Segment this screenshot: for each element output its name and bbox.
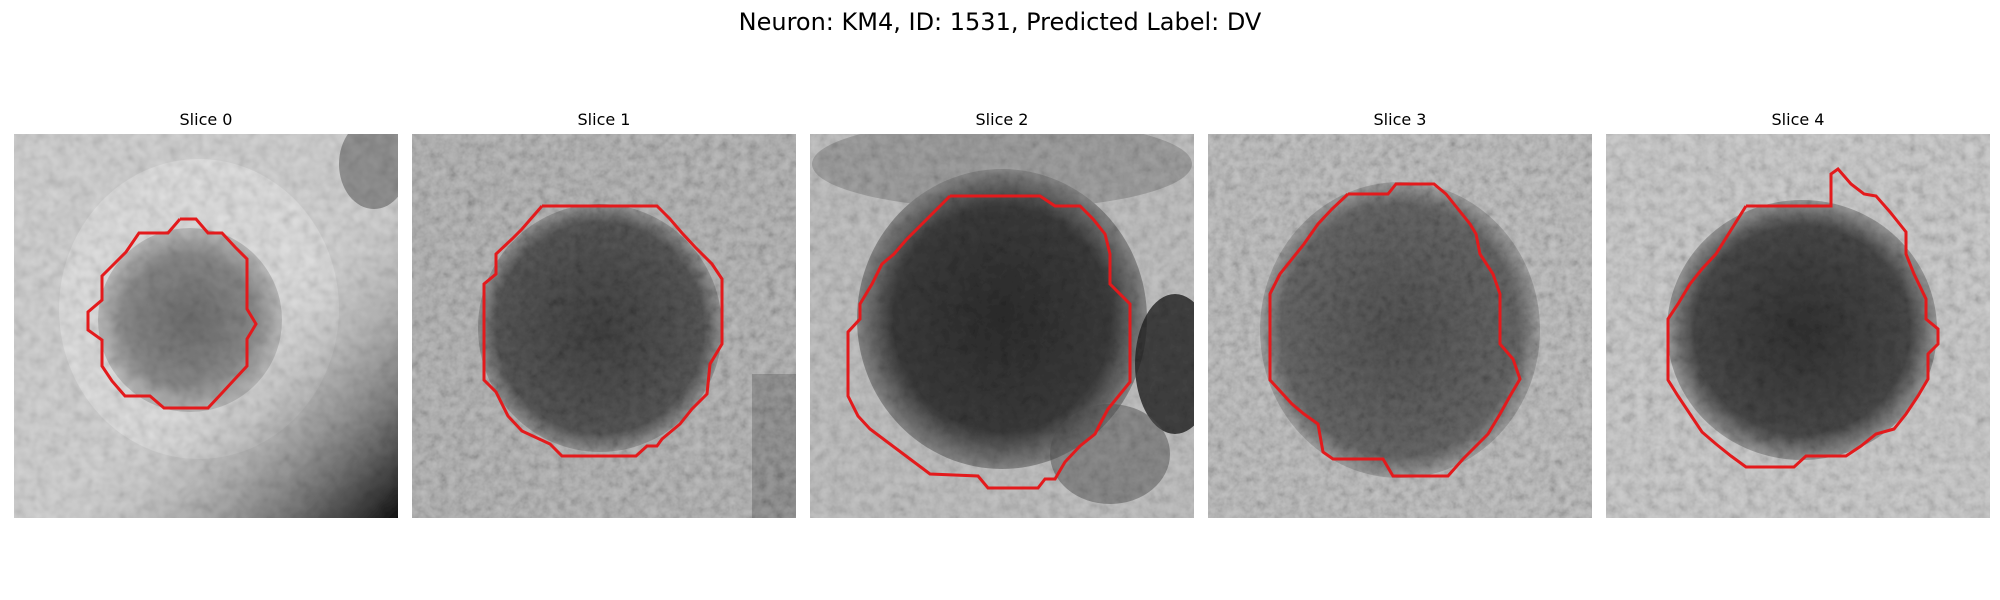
slice-4-contour xyxy=(1666,166,1940,469)
slice-4-image xyxy=(1606,134,1990,518)
panel-title-slice-0: Slice 0 xyxy=(179,110,233,129)
panel-title-slice-1: Slice 1 xyxy=(577,110,631,129)
slice-0-contour xyxy=(86,217,258,410)
panel-title-slice-2: Slice 2 xyxy=(975,110,1029,129)
figure-title: Neuron: KM4, ID: 1531, Predicted Label: … xyxy=(738,8,1262,36)
slice-1-image xyxy=(412,134,796,518)
slice-1-svg xyxy=(412,134,796,518)
slice-3-contour xyxy=(1268,182,1522,478)
slice-2-contour xyxy=(846,194,1132,490)
slice-3-svg xyxy=(1208,134,1592,518)
slice-0-svg xyxy=(14,134,398,518)
slice-1-contour xyxy=(482,204,724,458)
slice-4-svg xyxy=(1606,134,1990,518)
slice-2-svg xyxy=(810,134,1194,518)
slice-3-image xyxy=(1208,134,1592,518)
panel-title-slice-3: Slice 3 xyxy=(1373,110,1427,129)
slice-2-image xyxy=(810,134,1194,518)
panel-title-slice-4: Slice 4 xyxy=(1771,110,1825,129)
slice-0-image xyxy=(14,134,398,518)
